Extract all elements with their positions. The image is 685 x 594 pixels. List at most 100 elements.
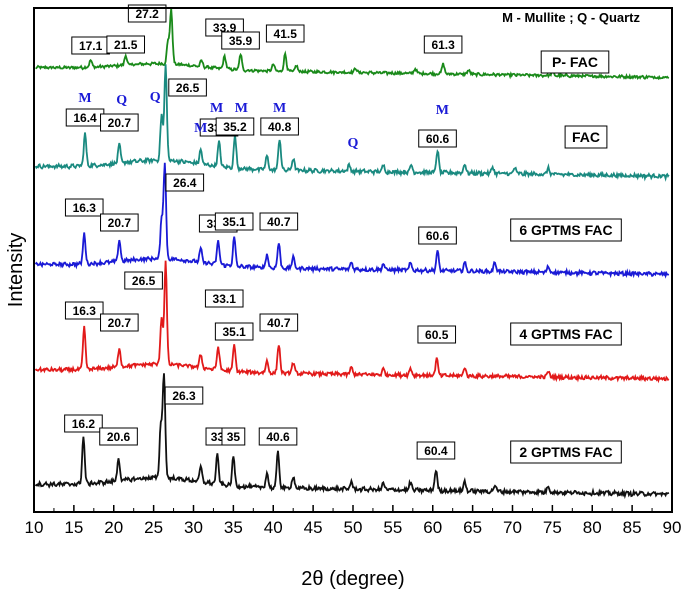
series-name-label: 2 GPTMS FAC (519, 444, 612, 460)
phase-marker: M (78, 91, 91, 106)
peak-label: 33 (211, 430, 225, 444)
peak-label-box (64, 198, 104, 217)
series-line (34, 64, 670, 182)
peak-label-box (221, 31, 260, 50)
series-line (34, 162, 670, 279)
legend-text: M - Mullite ; Q - Quartz (502, 10, 640, 25)
x-tick-label: 85 (623, 518, 642, 537)
series-name-box (510, 218, 622, 242)
peak-label-box (221, 427, 246, 446)
peak-label-box (215, 117, 255, 136)
series-name-box (510, 322, 622, 346)
x-tick-label: 40 (264, 518, 283, 537)
peak-label: 16.3 (73, 304, 97, 318)
peak-label-box (64, 301, 104, 320)
series-name-label: 4 GPTMS FAC (519, 326, 612, 342)
peak-label-box (417, 325, 457, 344)
x-axis: 10 15 20 25 30 35 40 45 50 55 60 65 70 75 80 85 90 (25, 505, 682, 537)
peak-label: 60.6 (426, 132, 450, 146)
peak-label: 20.7 (108, 216, 132, 230)
series-name-label: FAC (572, 129, 600, 145)
peak-label: 26.4 (173, 176, 197, 190)
peak-label: 35.1 (222, 215, 246, 229)
peak-label-box (100, 313, 139, 332)
phase-marker: Q (116, 93, 127, 108)
x-tick-label: 20 (104, 518, 123, 537)
x-tick-label: 50 (344, 518, 363, 537)
series-name-box (510, 440, 622, 464)
peak-label: 26.5 (176, 81, 200, 95)
peak-label-box (416, 441, 456, 460)
series-name-box (564, 125, 608, 149)
phase-marker: Q (348, 136, 359, 151)
peak-label: 60.5 (425, 328, 449, 342)
peak-label-box (259, 313, 299, 332)
peak-label-box (168, 78, 207, 97)
peak-label-box (127, 4, 167, 23)
peak-label: 40.8 (268, 120, 292, 134)
peak-label: 21.5 (114, 38, 138, 52)
peak-label: 40.7 (267, 215, 291, 229)
x-tick-label: 65 (463, 518, 482, 537)
series-1: 17.1 21.527.233.935.9 41.561.3P- FAC (35, 4, 670, 81)
peak-label-box (214, 212, 254, 231)
peak-label-box (165, 173, 205, 192)
peak-label: 20.6 (107, 430, 131, 444)
peak-label: 60.4 (424, 444, 448, 458)
peak-label-box (265, 24, 305, 43)
peak-label-box (164, 386, 204, 405)
peak-label-box (100, 113, 139, 132)
peak-label: 20.7 (108, 116, 132, 130)
phase-marker: Q (150, 90, 161, 105)
peak-label-box (259, 212, 299, 231)
x-tick-label: 30 (184, 518, 203, 537)
peak-label: 35 (227, 430, 241, 444)
phase-marker: M (194, 121, 207, 136)
peak-label: 35.1 (222, 325, 246, 339)
x-tick-label: 75 (543, 518, 562, 537)
peak-label-box (418, 129, 457, 148)
peak-label-box (214, 322, 254, 341)
x-tick-label: 90 (663, 518, 682, 537)
x-tick-label: 45 (304, 518, 323, 537)
peak-label: 27.2 (135, 7, 159, 21)
peak-label-box (99, 427, 138, 446)
peak-label: 16.3 (73, 201, 97, 215)
x-tick-label: 15 (64, 518, 83, 537)
peak-label: 16.4 (73, 111, 97, 125)
peak-label: 26.3 (172, 389, 196, 403)
peak-label: 33.1 (213, 292, 237, 306)
x-tick-label: 25 (144, 518, 163, 537)
phase-marker: M (436, 103, 449, 118)
series-4: 16.3 20.7 26.5 33.1 35.1 40.7 60.5 4 GPTMS FAC (34, 260, 670, 384)
x-tick-label: 55 (383, 518, 402, 537)
series-name-label: P- FAC (552, 54, 598, 70)
peak-label-box (100, 213, 139, 232)
x-tick-label: 60 (423, 518, 442, 537)
peak-label: 41.5 (274, 27, 298, 41)
peak-label: 40.6 (266, 430, 290, 444)
series-line (34, 373, 670, 500)
peak-label-box (423, 35, 463, 54)
peak-label-box (258, 427, 298, 446)
peak-label: 16.2 (72, 417, 96, 431)
peak-label: 17.1 (79, 39, 103, 53)
y-axis-title: Intensity (5, 233, 27, 307)
x-tick-label: 70 (503, 518, 522, 537)
peak-label: 35.9 (229, 34, 253, 48)
peak-label-box (204, 289, 244, 308)
peak-label-box (260, 117, 299, 136)
phase-marker: M (210, 101, 223, 116)
x-axis-title: 2θ (degree) (301, 568, 404, 590)
series-line (35, 8, 670, 81)
peak-label-box (418, 226, 457, 245)
peak-label: 26.5 (132, 274, 156, 288)
x-tick-label: 35 (224, 518, 243, 537)
series-line (34, 260, 670, 384)
peak-label: 61.3 (431, 38, 455, 52)
series-5: 16.2 20.6 26.3 33 35 40.6 60.4 2 GPTMS FAC (34, 373, 670, 500)
